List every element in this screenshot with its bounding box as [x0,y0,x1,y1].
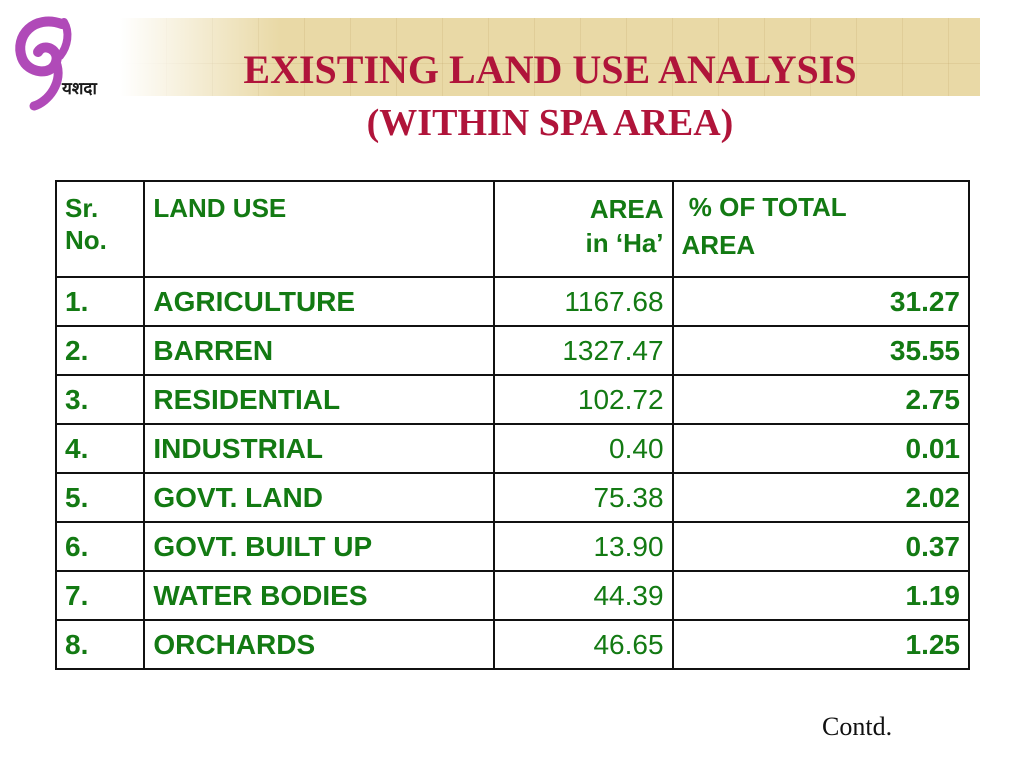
page-title: EXISTING LAND USE ANALYSIS [243,47,857,92]
cell-percent: 31.27 [671,276,971,327]
cell-area: 102.72 [492,374,674,425]
header-area-line1: AREA [589,194,664,224]
land-use-table: Sr. No. LAND USE AREA in ‘Ha’ % OF TOTAL… [54,180,971,670]
cell-sr: 2. [54,325,146,376]
yashada-logo [4,6,124,116]
cell-percent: 0.01 [671,423,971,474]
cell-sr: 3. [54,374,146,425]
cell-area: 75.38 [492,472,674,523]
cell-sr: 8. [54,619,146,670]
table-row: 1. AGRICULTURE 1167.68 31.27 [54,276,971,327]
cell-sr: 5. [54,472,146,523]
yashada-logo-icon [15,16,72,111]
table-row: 8. ORCHARDS 46.65 1.25 [54,619,971,670]
cell-land-use: GOVT. LAND [143,472,495,523]
table-header-row: Sr. No. LAND USE AREA in ‘Ha’ % OF TOTAL… [54,180,971,278]
cell-land-use: INDUSTRIAL [143,423,495,474]
page-subtitle: (WITHIN SPA AREA) [366,102,734,144]
cell-sr: 7. [54,570,146,621]
table-row: 2. BARREN 1327.47 35.55 [54,325,971,376]
table-row: 5. GOVT. LAND 75.38 2.02 [54,472,971,523]
header-area: AREA in ‘Ha’ [492,180,674,278]
cell-percent: 2.02 [671,472,971,523]
header-pct-line1: % OF TOTAL [688,192,847,222]
contd-label: Contd. [822,712,893,741]
cell-area: 0.40 [492,423,674,474]
cell-area: 46.65 [492,619,674,670]
cell-land-use: GOVT. BUILT UP [143,521,495,572]
header-sr-line2: No. [65,225,107,255]
header-land-use: LAND USE [143,180,495,278]
logo-text: यशदा [62,79,97,99]
cell-percent: 1.25 [671,619,971,670]
header-sr-no: Sr. No. [54,180,146,278]
cell-land-use: RESIDENTIAL [143,374,495,425]
header-sr-line1: Sr. [65,193,99,223]
cell-area: 1327.47 [492,325,674,376]
cell-area: 13.90 [492,521,674,572]
cell-percent: 35.55 [671,325,971,376]
table-row: 4. INDUSTRIAL 0.40 0.01 [54,423,971,474]
cell-sr: 4. [54,423,146,474]
cell-sr: 1. [54,276,146,327]
header-percent: % OF TOTAL AREA [671,180,971,278]
cell-land-use: WATER BODIES [143,570,495,621]
cell-land-use: AGRICULTURE [143,276,495,327]
cell-area: 44.39 [492,570,674,621]
cell-sr: 6. [54,521,146,572]
cell-percent: 1.19 [671,570,971,621]
table-row: 7. WATER BODIES 44.39 1.19 [54,570,971,621]
cell-land-use: ORCHARDS [143,619,495,670]
cell-percent: 2.75 [671,374,971,425]
header-area-line2: in ‘Ha’ [585,228,664,258]
table-row: 6. GOVT. BUILT UP 13.90 0.37 [54,521,971,572]
table-row: 3. RESIDENTIAL 102.72 2.75 [54,374,971,425]
banner-fade [120,18,280,96]
cell-land-use: BARREN [143,325,495,376]
cell-area: 1167.68 [492,276,674,327]
cell-percent: 0.37 [671,521,971,572]
header-pct-line2: AREA [681,230,756,260]
